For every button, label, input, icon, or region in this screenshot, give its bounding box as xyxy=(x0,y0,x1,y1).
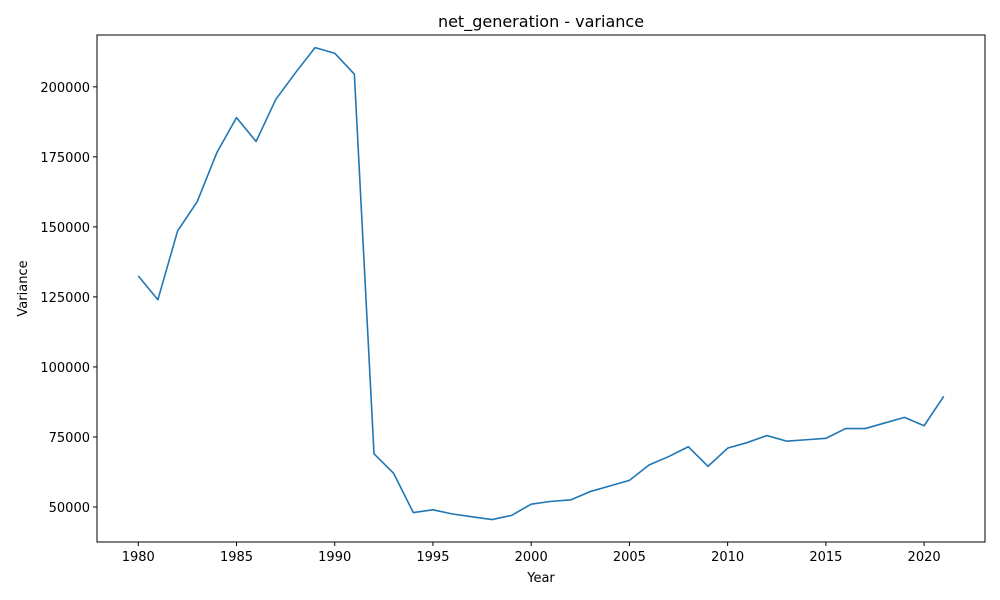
x-tick-label: 2020 xyxy=(908,550,941,565)
x-axis: 1980 1985 1990 1995 2000 2005 2010 2015 2020 xyxy=(122,542,941,565)
y-axis-title: Variance xyxy=(16,260,31,316)
plot-frame xyxy=(96,34,986,543)
x-tick-label: 1995 xyxy=(416,550,449,565)
chart-title: net_generation - variance xyxy=(438,12,644,32)
y-tick-label: 125000 xyxy=(40,291,90,306)
y-tick-label: 200000 xyxy=(40,81,90,96)
x-tick-label: 1990 xyxy=(318,550,351,565)
y-tick-label: 100000 xyxy=(40,361,90,376)
y-tick-label: 175000 xyxy=(40,151,90,166)
series-layer xyxy=(137,46,945,521)
x-tick-label: 1985 xyxy=(220,550,253,565)
y-axis: 50000 75000 100000 125000 150000 175000 200000 xyxy=(40,81,97,516)
x-tick-label: 2010 xyxy=(711,550,744,565)
x-tick-label: 2000 xyxy=(515,550,548,565)
x-tick-label: 1980 xyxy=(122,550,155,565)
y-tick-label: 150000 xyxy=(40,221,90,236)
y-tick-label: 50000 xyxy=(49,501,90,516)
y-tick-label: 75000 xyxy=(49,431,90,446)
x-tick-label: 2005 xyxy=(613,550,646,565)
x-axis-title: Year xyxy=(526,571,555,586)
x-tick-label: 2015 xyxy=(809,550,842,565)
series-line xyxy=(137,46,945,521)
